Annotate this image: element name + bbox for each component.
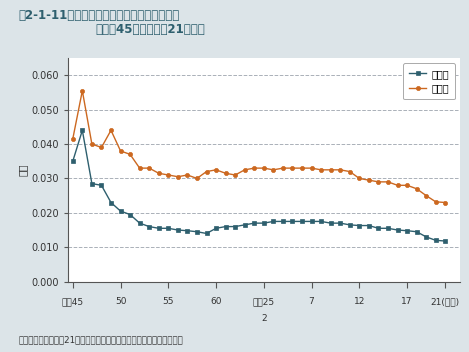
自排局 — [442, 200, 448, 205]
Text: 21(年度): 21(年度) — [431, 297, 460, 307]
自排局 — [89, 142, 95, 146]
一般局 — [185, 228, 190, 233]
自排局 — [156, 171, 161, 175]
Text: 55: 55 — [163, 297, 174, 307]
一般局 — [328, 221, 333, 225]
自排局 — [166, 173, 171, 177]
一般局 — [442, 239, 448, 243]
自排局 — [318, 168, 324, 172]
自排局 — [261, 166, 267, 170]
Text: 12: 12 — [354, 297, 365, 307]
一般局 — [175, 228, 181, 232]
自排局 — [366, 178, 372, 182]
自排局 — [337, 168, 343, 172]
一般局 — [299, 219, 305, 224]
自排局 — [251, 166, 257, 170]
自排局 — [232, 173, 238, 177]
一般局 — [433, 238, 439, 243]
一般局 — [376, 226, 381, 231]
Text: 資料：環境省「平成21年度大気汚染状況について（報道発表資料）」: 資料：環境省「平成21年度大気汚染状況について（報道発表資料）」 — [19, 335, 183, 344]
自排局 — [356, 176, 362, 181]
一般局 — [395, 228, 401, 232]
一般局 — [261, 221, 267, 225]
一般局 — [70, 159, 76, 163]
自排局 — [299, 166, 305, 170]
一般局 — [98, 183, 104, 187]
一般局 — [146, 225, 152, 229]
一般局 — [318, 219, 324, 224]
自排局 — [385, 180, 391, 184]
自排局 — [395, 183, 401, 187]
Text: 2: 2 — [261, 314, 266, 323]
一般局 — [127, 213, 133, 217]
一般局 — [118, 209, 123, 213]
自排局 — [185, 173, 190, 177]
自排局 — [280, 166, 286, 170]
一般局 — [156, 226, 161, 231]
一般局 — [166, 226, 171, 231]
自排局 — [98, 145, 104, 150]
自排局 — [80, 89, 85, 93]
Line: 一般局: 一般局 — [71, 128, 447, 243]
自排局 — [213, 168, 219, 172]
一般局 — [108, 200, 114, 205]
一般局 — [424, 235, 429, 239]
一般局 — [223, 225, 228, 229]
一般局 — [404, 228, 410, 233]
Text: 昭和45: 昭和45 — [62, 297, 84, 307]
自排局 — [204, 169, 209, 174]
Y-axis label: 濃度: 濃度 — [17, 164, 27, 176]
自排局 — [223, 171, 228, 175]
自排局 — [108, 128, 114, 132]
自排局 — [414, 187, 419, 191]
自排局 — [137, 166, 143, 170]
自排局 — [309, 166, 314, 170]
Text: 7: 7 — [309, 297, 314, 307]
一般局 — [204, 231, 209, 235]
一般局 — [280, 219, 286, 224]
一般局 — [232, 225, 238, 229]
一般局 — [213, 226, 219, 231]
自排局 — [146, 166, 152, 170]
Line: 自排局: 自排局 — [71, 89, 447, 205]
自排局 — [70, 137, 76, 141]
一般局 — [309, 219, 314, 224]
Text: （昭和45年度～平成21年度）: （昭和45年度～平成21年度） — [95, 23, 205, 36]
Text: 平成25: 平成25 — [253, 297, 275, 307]
自排局 — [194, 176, 200, 181]
自排局 — [290, 166, 295, 170]
自排局 — [328, 168, 333, 172]
一般局 — [385, 226, 391, 231]
一般局 — [251, 221, 257, 225]
自排局 — [118, 149, 123, 153]
Text: 囲2-1-11　二酸化窒素濃度の年平均値の推移: 囲2-1-11 二酸化窒素濃度の年平均値の推移 — [19, 9, 180, 22]
一般局 — [242, 223, 248, 227]
一般局 — [337, 221, 343, 225]
一般局 — [194, 230, 200, 234]
一般局 — [89, 182, 95, 186]
自排局 — [175, 175, 181, 179]
一般局 — [414, 230, 419, 234]
一般局 — [356, 224, 362, 228]
一般局 — [347, 223, 353, 227]
一般局 — [366, 224, 372, 228]
Legend: 一般局, 自排局: 一般局, 自排局 — [403, 63, 455, 100]
自排局 — [347, 169, 353, 174]
自排局 — [376, 180, 381, 184]
自排局 — [433, 200, 439, 204]
自排局 — [271, 168, 276, 172]
一般局 — [290, 219, 295, 224]
一般局 — [80, 128, 85, 132]
自排局 — [424, 194, 429, 198]
自排局 — [404, 183, 410, 187]
Text: 60: 60 — [210, 297, 222, 307]
自排局 — [127, 152, 133, 157]
一般局 — [137, 221, 143, 225]
Text: 17: 17 — [401, 297, 413, 307]
自排局 — [242, 168, 248, 172]
Text: 50: 50 — [115, 297, 126, 307]
一般局 — [271, 219, 276, 224]
